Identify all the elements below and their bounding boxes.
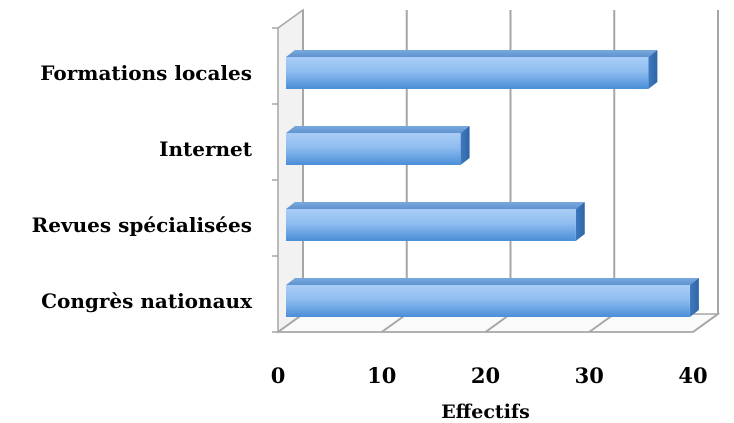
x-tick-label: 40 bbox=[678, 363, 707, 388]
bar-front bbox=[286, 57, 649, 89]
bar-end bbox=[689, 278, 699, 317]
category-label: Revues spécialisées bbox=[32, 213, 252, 237]
bar-end bbox=[648, 50, 658, 89]
bar bbox=[286, 50, 658, 89]
bar-front bbox=[286, 209, 576, 241]
bar-front bbox=[286, 133, 461, 165]
bar-top bbox=[286, 202, 585, 209]
tick-labels: 0 10 20 30 40 bbox=[271, 363, 708, 388]
bar-top bbox=[286, 126, 470, 133]
category-labels: Congrès nationaux Revues spécialisées Inte… bbox=[32, 61, 253, 313]
category-label: Formations locales bbox=[40, 61, 252, 85]
x-tick-label: 10 bbox=[367, 363, 396, 388]
bar-end bbox=[575, 202, 585, 241]
bar-top bbox=[286, 50, 658, 57]
x-axis-title: Effectifs bbox=[441, 401, 530, 423]
bar bbox=[286, 202, 585, 241]
bar-top bbox=[286, 278, 699, 285]
bar bbox=[286, 278, 699, 317]
category-label: Internet bbox=[159, 137, 253, 161]
x-tick-label: 0 bbox=[271, 363, 286, 388]
bar-end bbox=[460, 126, 470, 165]
category-label: Congrès nationaux bbox=[41, 289, 253, 313]
bar bbox=[286, 126, 470, 165]
x-tick-label: 30 bbox=[575, 363, 604, 388]
x-tick-label: 20 bbox=[471, 363, 500, 388]
bar-front bbox=[286, 285, 690, 317]
floor-gridline bbox=[692, 313, 719, 333]
bars bbox=[286, 50, 699, 317]
